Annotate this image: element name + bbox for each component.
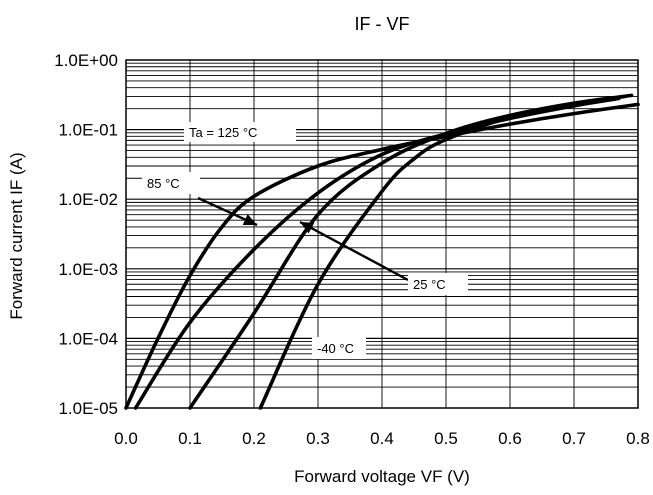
x-tick-label: 0.4: [370, 429, 394, 448]
annotation-label: 85 °C: [147, 176, 180, 191]
y-tick-label: 1.0E+00: [54, 51, 118, 70]
annotation-box: [184, 122, 296, 142]
x-tick-label: 0.7: [562, 429, 586, 448]
chart-title: IF - VF: [355, 14, 410, 34]
annotation-label: 25 °C: [413, 277, 446, 292]
x-tick-label: 0.6: [498, 429, 522, 448]
arrow-25C: [299, 220, 409, 282]
x-tick-label: 0.1: [178, 429, 202, 448]
y-tick-label: 1.0E-03: [58, 260, 118, 279]
arrow-25C-head: [300, 222, 315, 234]
x-tick-label: 0.8: [626, 429, 650, 448]
annotation-box: [408, 273, 468, 295]
x-tick-label: 0.5: [434, 429, 458, 448]
annotations: Ta = 125 °C 85 °C 25 °C -40 °C: [142, 122, 468, 359]
annotation-label: -40 °C: [317, 341, 354, 356]
arrow-85C-head: [242, 214, 257, 226]
series-line-0: [124, 102, 640, 410]
tick-labels: 0.0 0.1 0.2 0.3 0.4 0.5 0.6 0.7 0.8 1.0E-05 1.0E-0…: [54, 51, 650, 448]
x-tick-label: 0.2: [242, 429, 266, 448]
y-tick-label: 1.0E-01: [58, 121, 118, 140]
annotation-box: [142, 172, 200, 194]
annotation-leaders: [197, 196, 409, 282]
grid: [126, 60, 638, 408]
series-line-3: [258, 94, 627, 410]
x-axis-label: Forward voltage VF (V): [294, 467, 470, 486]
x-tick-label: 0.0: [114, 429, 138, 448]
plot-frame: [125, 59, 639, 409]
annotation-box: [312, 337, 366, 359]
x-tick-label: 0.3: [306, 429, 330, 448]
y-axis-label: Forward current IF (A): [7, 152, 26, 319]
series-layer: [124, 93, 640, 410]
y-tick-label: 1.0E-05: [58, 399, 118, 418]
annotation-label: Ta = 125 °C: [189, 125, 257, 140]
y-tick-label: 1.0E-04: [58, 329, 118, 348]
y-tick-label: 1.0E-02: [58, 190, 118, 209]
